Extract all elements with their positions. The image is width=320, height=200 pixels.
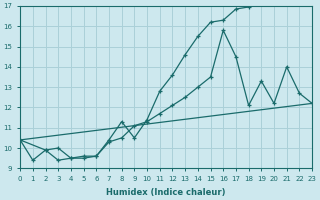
X-axis label: Humidex (Indice chaleur): Humidex (Indice chaleur) [106, 188, 226, 197]
